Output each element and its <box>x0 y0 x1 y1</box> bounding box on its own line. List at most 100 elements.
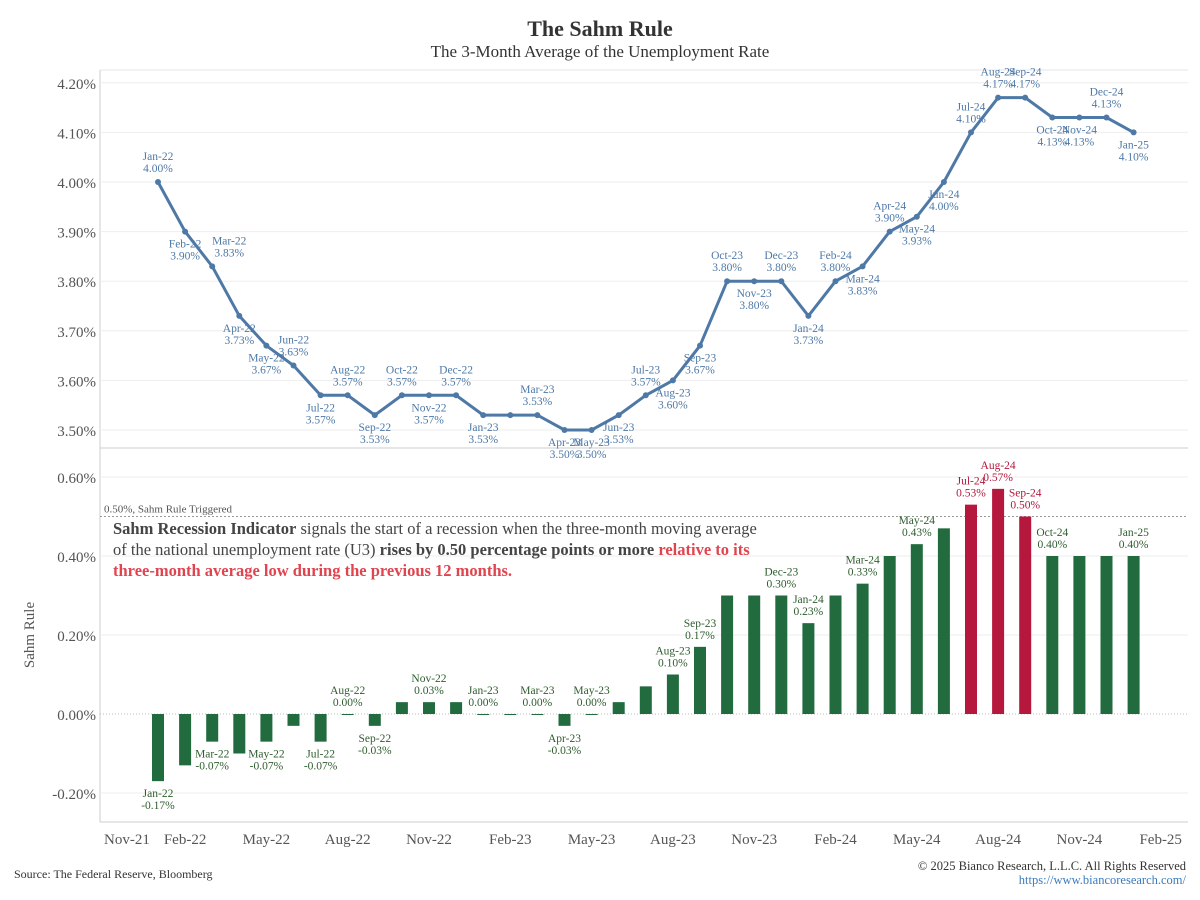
bar-label-value: 0.33% <box>848 567 878 579</box>
point-label-value: 3.73% <box>794 335 824 347</box>
sahm-bar <box>233 714 246 754</box>
point-label-date: Sep-24 <box>1009 67 1042 79</box>
line-point <box>805 312 812 319</box>
y-tick-label: 4.10% <box>57 126 96 142</box>
x-tick-label: Feb-24 <box>814 832 857 848</box>
point-label-value: 3.80% <box>766 262 796 274</box>
bar-label-date: Jan-23 <box>468 685 499 697</box>
bar-label-date: Apr-23 <box>548 733 581 745</box>
sahm-bar <box>721 595 734 714</box>
sahm-bar <box>152 714 164 782</box>
line-point <box>778 278 785 285</box>
y-axis-title: Sahm Rule <box>22 602 38 669</box>
line-point <box>1076 114 1083 121</box>
bar-label-date: Sep-22 <box>359 733 392 745</box>
point-label-date: Jul-23 <box>631 364 660 376</box>
line-point <box>426 392 432 399</box>
bar-label-value: 0.30% <box>766 579 796 591</box>
point-label-value: 3.53% <box>604 434 634 446</box>
sahm-bar <box>1073 556 1086 714</box>
source-note: Source: The Federal Reserve, Bloomberg <box>14 867 213 881</box>
sahm-bar <box>748 595 761 714</box>
line-point <box>995 94 1002 101</box>
bar-label-date: May-22 <box>248 749 285 761</box>
copyright: © 2025 Bianco Research, L.L.C. All Right… <box>917 859 1186 873</box>
point-label-date: Feb-22 <box>169 239 202 251</box>
point-label-date: Oct-24 <box>1036 125 1068 137</box>
y-tick-label: 0.40% <box>57 550 96 566</box>
x-tick-label: May-24 <box>893 832 941 848</box>
point-label-value: 3.93% <box>902 236 932 248</box>
point-label-date: Feb-24 <box>819 250 852 262</box>
sahm-bar <box>992 488 1005 714</box>
line-point <box>642 392 649 399</box>
bar-label-value: -0.07% <box>304 761 338 773</box>
line-point <box>1130 129 1137 136</box>
line-point <box>236 312 243 319</box>
x-tick-label: May-22 <box>243 832 291 848</box>
bar-label-value: 0.23% <box>794 606 824 618</box>
x-tick-label: Nov-24 <box>1056 832 1102 848</box>
point-label-value: 4.00% <box>143 163 173 175</box>
point-label-value: 3.67% <box>685 365 715 377</box>
x-tick-label: Nov-23 <box>731 832 777 848</box>
sahm-bar <box>504 714 517 715</box>
bar-label-value: -0.07% <box>250 761 284 773</box>
sahm-bar <box>206 714 219 742</box>
point-label-date: Jul-22 <box>306 402 335 414</box>
point-label-date: Aug-23 <box>655 387 690 399</box>
point-label-value: 3.60% <box>658 399 688 411</box>
point-label-date: May-24 <box>899 224 936 236</box>
point-label-date: Jun-24 <box>928 189 960 201</box>
sahm-bar <box>314 714 327 742</box>
line-point <box>968 129 974 136</box>
point-label-date: Aug-22 <box>330 364 365 376</box>
bar-label-date: Jan-25 <box>1118 527 1149 539</box>
bar-label-date: Jan-22 <box>143 788 174 800</box>
sahm-bar <box>802 623 815 714</box>
bar-label-date: Sep-23 <box>684 618 717 630</box>
point-label-date: Jan-23 <box>468 422 499 434</box>
bar-label-value: -0.07% <box>195 761 229 773</box>
point-label-date: Dec-24 <box>1090 87 1124 99</box>
point-label-date: Sep-23 <box>684 353 717 365</box>
bar-label-date: Aug-23 <box>655 646 690 658</box>
sahm-bar <box>1046 556 1059 714</box>
website-link[interactable]: https://www.biancoresearch.com/ <box>1018 873 1186 887</box>
point-label-date: Aug-24 <box>981 67 1016 79</box>
point-label-date: Dec-23 <box>764 250 798 262</box>
sahm-bar <box>1127 556 1140 714</box>
sahm-bar <box>531 714 544 715</box>
point-label-value: 3.53% <box>360 434 390 446</box>
sahm-bar <box>477 714 490 715</box>
line-point <box>290 362 297 369</box>
bar-label-date: Sep-24 <box>1009 488 1042 500</box>
y-tick-label: 3.90% <box>57 226 96 242</box>
sahm-bar <box>883 556 896 714</box>
y-tick-label: 3.80% <box>57 275 96 291</box>
sahm-bar <box>856 583 869 714</box>
sahm-bar <box>639 686 652 714</box>
point-label-date: Dec-22 <box>439 364 473 376</box>
point-label-date: Oct-22 <box>386 364 418 376</box>
point-label-value: 3.53% <box>523 396 553 408</box>
bar-label-date: May-23 <box>573 685 610 697</box>
line-point <box>317 392 324 399</box>
point-label-date: Mar-22 <box>212 235 247 247</box>
point-label-value: 4.10% <box>1119 151 1149 163</box>
threshold-label: 0.50%, Sahm Rule Triggered <box>104 504 233 516</box>
bar-label-value: -0.03% <box>358 745 392 757</box>
point-label-date: Apr-24 <box>873 201 906 213</box>
point-label-value: 4.10% <box>956 113 986 125</box>
point-label-value: 3.83% <box>848 285 878 297</box>
y-tick-label: 0.00% <box>57 708 96 724</box>
point-label-date: Mar-24 <box>845 273 880 285</box>
line-point <box>724 278 731 285</box>
y-tick-label: 4.00% <box>57 176 96 192</box>
bar-label-value: 0.53% <box>956 488 986 500</box>
sahm-bar <box>179 714 192 766</box>
line-point <box>832 278 839 285</box>
bar-label-value: 0.50% <box>1010 500 1040 512</box>
line-point <box>480 412 487 419</box>
point-label-value: 3.73% <box>224 335 254 347</box>
